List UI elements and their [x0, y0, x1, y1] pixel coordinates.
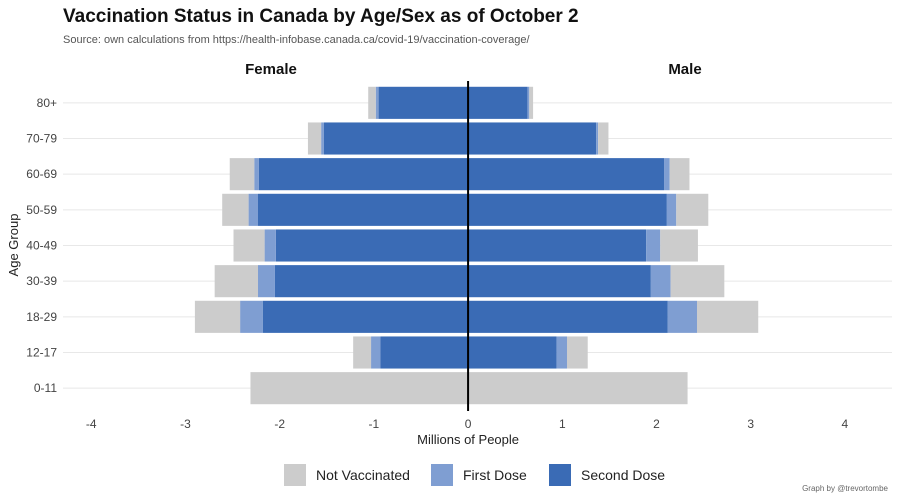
- bar-male-50-59-first-dose: [666, 193, 677, 226]
- bar-female-70-79-not-vaccinated: [307, 122, 322, 155]
- bar-female-50-59-not-vaccinated: [222, 193, 249, 226]
- legend-swatch: [284, 464, 306, 486]
- bar-female-30-39-second-dose: [274, 265, 469, 298]
- bar-male-50-59-not-vaccinated: [676, 193, 709, 226]
- bar-female-12-17-second-dose: [380, 336, 469, 369]
- legend-swatch: [549, 464, 571, 486]
- bar-female-40-49-first-dose: [264, 229, 276, 262]
- bar-female-70-79-second-dose: [323, 122, 469, 155]
- panel-label-male: Male: [668, 61, 701, 78]
- bar-female-0-11-not-vaccinated: [250, 372, 469, 405]
- x-axis-title: Millions of People: [417, 432, 519, 447]
- bar-female-12-17-first-dose: [371, 336, 381, 369]
- x-tick-label: -4: [86, 417, 97, 431]
- bar-female-18-29-second-dose: [262, 300, 469, 333]
- bar-female-50-59-first-dose: [248, 193, 259, 226]
- bar-male-70-79-second-dose: [468, 122, 597, 155]
- y-tick-label: 0-11: [34, 381, 57, 395]
- bar-female-18-29-first-dose: [240, 300, 263, 333]
- bar-male-30-39-not-vaccinated: [670, 265, 725, 298]
- legend-item-not-vaccinated: Not Vaccinated: [284, 462, 410, 488]
- bar-male-12-17-first-dose: [556, 336, 567, 369]
- bar-female-80+-first-dose: [375, 86, 379, 119]
- bar-male-18-29-second-dose: [468, 300, 668, 333]
- bar-female-60-69-not-vaccinated: [229, 158, 255, 191]
- bar-female-30-39-first-dose: [258, 265, 275, 298]
- bar-female-30-39-not-vaccinated: [214, 265, 259, 298]
- bar-female-80+-not-vaccinated: [368, 86, 376, 119]
- y-tick-label: 80+: [37, 96, 57, 110]
- bar-male-30-39-second-dose: [468, 265, 651, 298]
- y-tick-label: 40-49: [26, 239, 57, 253]
- bar-female-40-49-second-dose: [275, 229, 469, 262]
- bar-male-12-17-not-vaccinated: [566, 336, 588, 369]
- bar-male-80+-not-vaccinated: [529, 86, 534, 119]
- x-tick-label: 1: [559, 417, 566, 431]
- legend-label: Second Dose: [581, 467, 666, 483]
- bar-female-18-29-not-vaccinated: [194, 300, 241, 333]
- bar-male-40-49-second-dose: [468, 229, 647, 262]
- bar-male-40-49-not-vaccinated: [660, 229, 698, 262]
- chart-title: Vaccination Status in Canada by Age/Sex …: [63, 6, 579, 27]
- x-tick-label: -1: [369, 417, 380, 431]
- plot-area: 0-1112-1718-2930-3940-4950-5960-6970-798…: [6, 61, 892, 447]
- legend-swatch: [431, 464, 453, 486]
- bar-female-60-69-second-dose: [258, 158, 469, 191]
- bar-female-60-69-first-dose: [254, 158, 259, 191]
- legend-label: First Dose: [463, 467, 527, 483]
- bar-male-60-69-second-dose: [468, 158, 665, 191]
- bar-female-12-17-not-vaccinated: [353, 336, 372, 369]
- bar-male-0-11-not-vaccinated: [468, 372, 688, 405]
- credit-note: Graph by @trevortombe: [802, 484, 888, 493]
- chart-subtitle: Source: own calculations from https://he…: [63, 34, 530, 46]
- y-tick-label: 60-69: [26, 167, 57, 181]
- bar-male-18-29-first-dose: [667, 300, 697, 333]
- bar-male-40-49-first-dose: [646, 229, 661, 262]
- y-tick-label: 70-79: [26, 132, 57, 146]
- x-tick-label: -2: [274, 417, 285, 431]
- y-axis-title: Age Group: [6, 214, 21, 277]
- y-tick-label: 18-29: [26, 310, 57, 324]
- legend-label: Not Vaccinated: [316, 467, 410, 483]
- bar-male-80+-first-dose: [527, 86, 530, 119]
- x-tick-label: 0: [465, 417, 472, 431]
- bar-male-70-79-first-dose: [596, 122, 599, 155]
- bar-male-30-39-first-dose: [650, 265, 671, 298]
- legend: Not Vaccinated First Dose Second Dose: [0, 462, 900, 488]
- x-tick-label: 3: [747, 417, 754, 431]
- bar-male-12-17-second-dose: [468, 336, 557, 369]
- legend-item-second-dose: Second Dose: [549, 462, 665, 488]
- x-tick-label: 2: [653, 417, 660, 431]
- x-tick-label: -3: [180, 417, 191, 431]
- bar-male-60-69-first-dose: [664, 158, 670, 191]
- bar-male-60-69-not-vaccinated: [669, 158, 690, 191]
- y-tick-label: 50-59: [26, 203, 57, 217]
- bar-female-40-49-not-vaccinated: [233, 229, 265, 262]
- bar-male-80+-second-dose: [468, 86, 528, 119]
- bar-female-80+-second-dose: [378, 86, 469, 119]
- x-tick-label: 4: [842, 417, 849, 431]
- bar-male-50-59-second-dose: [468, 193, 667, 226]
- y-tick-label: 30-39: [26, 274, 57, 288]
- bar-male-18-29-not-vaccinated: [696, 300, 759, 333]
- legend-item-first-dose: First Dose: [431, 462, 527, 488]
- bar-female-70-79-first-dose: [321, 122, 324, 155]
- y-tick-label: 12-17: [26, 346, 57, 360]
- panel-label-female: Female: [245, 61, 297, 78]
- bar-female-50-59-second-dose: [258, 193, 469, 226]
- bar-male-70-79-not-vaccinated: [598, 122, 609, 155]
